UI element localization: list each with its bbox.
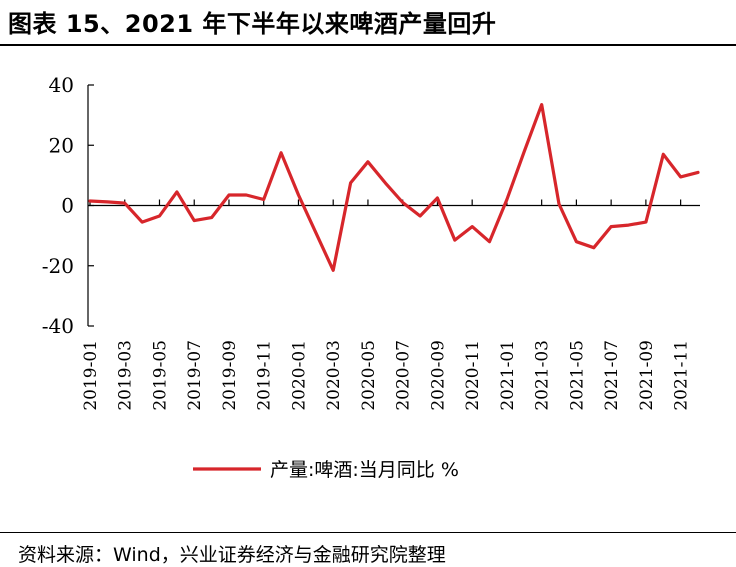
x-tick-label: 2021-09 (637, 340, 657, 411)
x-tick-label: 2020-01 (289, 340, 309, 411)
y-tick-label: 40 (49, 73, 74, 97)
y-tick-label: 20 (49, 133, 74, 157)
x-tick-label: 2020-07 (394, 340, 414, 411)
x-tick-label: 2019-11 (255, 340, 275, 411)
x-tick-label: 2021-03 (533, 340, 553, 411)
x-axis: 2019-01 2019-03 2019-05 2019-07 2019-09 2019-… (81, 199, 700, 411)
title-divider (0, 44, 736, 46)
x-tick-label: 2019-01 (81, 340, 101, 411)
y-tick-label: -40 (42, 314, 74, 338)
series-line (88, 102, 700, 272)
x-tick-label: 2020-11 (463, 340, 483, 411)
x-tick-label: 2021-05 (567, 340, 587, 411)
y-tick-label: 0 (61, 194, 74, 218)
x-tick-label: 2020-09 (428, 340, 448, 411)
y-tick-label: -20 (42, 254, 74, 278)
x-tick-label: 2019-07 (185, 340, 205, 411)
x-tick-label: 2021-11 (672, 340, 692, 411)
x-tick-label: 2019-09 (220, 340, 240, 411)
x-tick-label: 2020-03 (324, 340, 344, 411)
legend: 产量:啤酒:当月同比 % (193, 459, 459, 481)
source-divider (0, 532, 736, 533)
figure-title: 图表 15、2021 年下半年以来啤酒产量回升 (8, 10, 497, 38)
x-tick-label: 2021-01 (498, 340, 518, 411)
y-axis: -40 -20 0 20 40 (42, 73, 94, 338)
x-tick-label: 2021-07 (602, 340, 622, 411)
x-tick-label: 2019-03 (116, 340, 136, 411)
x-tick-label: 2019-05 (150, 340, 170, 411)
x-tick-label: 2020-05 (359, 340, 379, 411)
source-note: 资料来源：Wind，兴业证券经济与金融研究院整理 (18, 544, 446, 566)
legend-label: 产量:啤酒:当月同比 % (270, 459, 459, 481)
line-chart: -40 -20 0 20 40 2019-01 2019-03 2019-05 2019-07… (42, 73, 700, 481)
series-group (88, 102, 700, 272)
